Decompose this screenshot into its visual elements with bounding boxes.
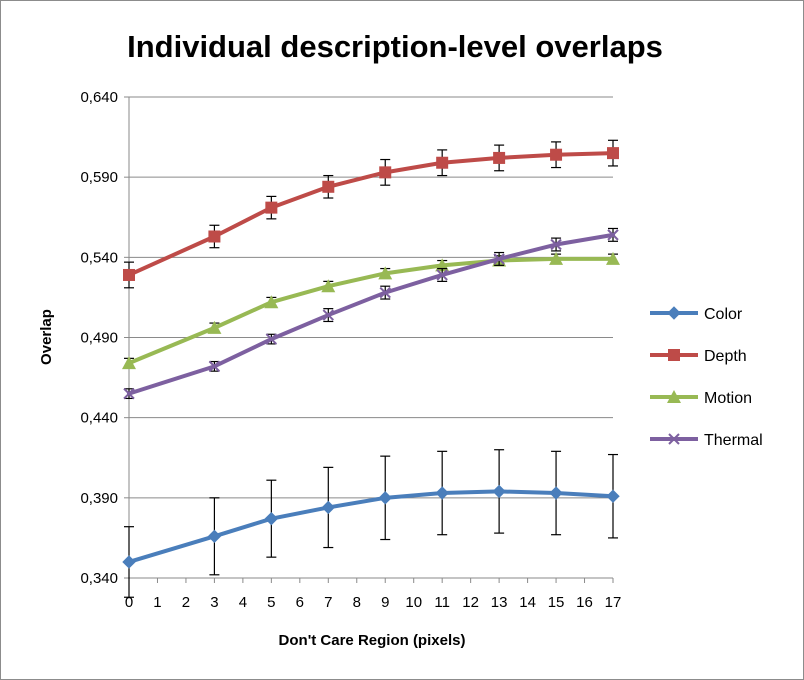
x-marker-stroke [607, 229, 619, 241]
y-tick-label: 0,590 [80, 169, 118, 186]
series-color [122, 449, 620, 598]
y-tick-label: 0,340 [80, 570, 118, 587]
data-point [264, 295, 279, 309]
data-point [322, 309, 335, 321]
x-tick-labels: 0 1 2 3 4 5 6 7 8 9 10 11 12 13 14 15 16 17 [125, 594, 622, 611]
x-marker-stroke [493, 253, 505, 265]
legend-label: Color [704, 306, 743, 323]
x-tick-label: 1 [153, 594, 161, 611]
data-point [208, 230, 221, 243]
data-point [493, 253, 505, 265]
legend-item-color: Color [650, 306, 743, 323]
legend-marker [668, 349, 680, 361]
data-point [378, 491, 392, 505]
y-tick-labels: 0,340 0,390 0,440 0,490 0,540 0,590 0,640 [80, 89, 118, 587]
data-point [606, 251, 620, 265]
data-point [607, 147, 619, 160]
data-point [379, 286, 391, 299]
legend: Color Depth Motion Thermal [650, 306, 763, 449]
data-point [550, 148, 563, 161]
x-tick-label: 13 [491, 594, 508, 611]
data-point [550, 238, 562, 251]
y-tick-label: 0,640 [80, 89, 118, 106]
y-tick-label: 0,540 [80, 249, 118, 266]
y-tick-label: 0,390 [80, 490, 118, 507]
x-tick-label: 7 [324, 594, 332, 611]
chart-title: Individual description-level overlaps [127, 29, 663, 64]
x-tick-label: 0 [125, 594, 133, 611]
x-tick-label: 6 [296, 594, 304, 611]
legend-marker [667, 390, 681, 403]
series-motion [122, 251, 620, 370]
data-point [492, 484, 506, 499]
data-point [123, 268, 135, 281]
data-point [436, 269, 448, 281]
x-tick-label: 5 [267, 594, 275, 611]
series-group [122, 139, 620, 598]
legend-item-depth: Depth [650, 348, 747, 365]
series-line [127, 151, 615, 277]
legend-item-motion: Motion [650, 390, 752, 407]
series-line [127, 256, 615, 366]
y-tick-label: 0,490 [80, 330, 118, 347]
data-point [378, 266, 393, 280]
x-marker-stroke [436, 269, 448, 281]
legend-marker [668, 433, 680, 445]
data-point [379, 166, 392, 179]
data-point [436, 156, 449, 169]
x-marker-stroke [668, 433, 680, 445]
axes [124, 96, 614, 583]
data-point [207, 320, 222, 334]
data-point [265, 201, 278, 214]
series-thermal [123, 227, 619, 400]
x-tick-label: 16 [576, 594, 593, 611]
legend-marker [667, 306, 681, 320]
data-point [607, 229, 619, 241]
data-point [207, 529, 222, 544]
data-point [549, 251, 564, 265]
legend-label: Motion [704, 390, 752, 407]
x-marker-stroke [208, 360, 221, 373]
x-tick-label: 10 [405, 594, 422, 611]
x-marker-stroke [123, 387, 135, 400]
x-tick-label: 9 [381, 594, 389, 611]
data-point [321, 500, 336, 515]
data-point [322, 180, 335, 193]
x-tick-label: 15 [548, 594, 565, 611]
x-marker-stroke [379, 286, 391, 299]
legend-label: Depth [704, 348, 747, 365]
x-tick-label: 14 [519, 594, 536, 611]
y-axis-title: Overlap [38, 309, 55, 365]
legend-label: Thermal [704, 432, 763, 449]
data-point [123, 387, 135, 400]
x-marker-stroke [265, 333, 278, 345]
y-tick-label: 0,440 [80, 410, 118, 427]
x-tick-label: 17 [605, 594, 622, 611]
x-tick-label: 12 [462, 594, 479, 611]
x-marker-stroke [322, 309, 335, 321]
data-point [122, 356, 136, 370]
x-axis-title: Don't Care Region (pixels) [279, 632, 466, 649]
data-point [435, 486, 449, 500]
data-point [606, 489, 620, 503]
x-tick-label: 4 [239, 594, 247, 611]
data-point [208, 360, 221, 373]
x-tick-label: 11 [434, 594, 450, 611]
x-tick-label: 8 [353, 594, 361, 611]
data-point [321, 279, 336, 293]
series-line [127, 489, 615, 564]
data-point [264, 511, 279, 526]
x-tick-label: 2 [182, 594, 190, 611]
series-depth [123, 139, 619, 289]
data-point [265, 333, 278, 345]
data-point [549, 486, 563, 500]
legend-item-thermal: Thermal [650, 432, 763, 449]
x-tick-label: 3 [210, 594, 218, 611]
data-point [122, 555, 136, 569]
data-point [493, 151, 506, 164]
x-marker-stroke [550, 238, 562, 251]
